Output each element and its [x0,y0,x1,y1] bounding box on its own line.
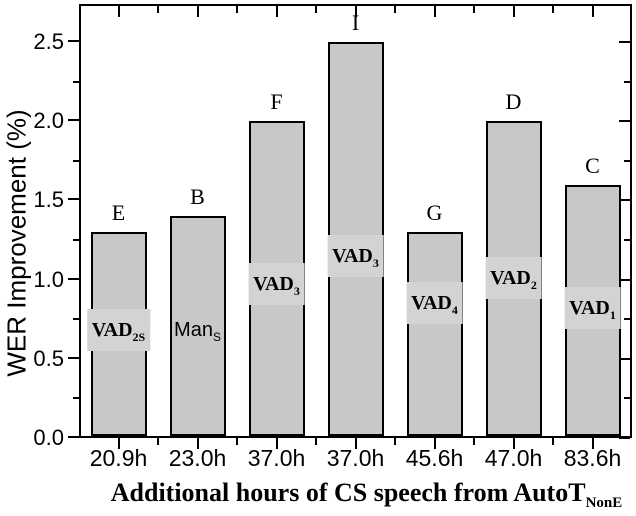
x-axis-top-minor-tick [394,6,396,13]
y-axis-major-tick [68,356,79,359]
y-axis-right-major-tick [619,278,630,281]
x-axis-tick-label: 37.0h [247,445,306,471]
x-axis-top-major-tick [117,6,120,17]
y-axis-minor-tick [73,239,79,241]
y-axis-tick-label: 2.0 [33,108,64,134]
bar-point-label: C [585,152,600,178]
bar-inner-label: VAD3 [327,234,384,277]
y-axis-tick-label: 1.0 [33,266,64,292]
bar-45.6h: VAD4 [406,232,463,436]
bar-37.0h: VAD3 [327,42,384,436]
x-axis-minor-tick [236,438,238,445]
y-axis-tick-label: 1.5 [33,187,64,213]
y-axis-tick-label: 0.5 [33,345,64,371]
x-axis-minor-tick [473,438,475,445]
bar-inner-label-subscript: 2 [530,278,537,293]
y-axis-right-minor-tick [624,318,630,321]
y-axis-right-minor-tick [624,80,630,83]
bar-37.0h: VAD3 [248,121,305,436]
bar-point-label: I [351,10,360,36]
bar-inner-label-subscript: 2S [132,330,146,345]
x-axis-minor-tick [552,438,554,445]
x-axis-top-major-tick [591,6,594,17]
plot-area: VAD2S E ManS B VAD3 F VAD3 I VAD4 G VAD2 D VAD1 C [79,4,632,439]
bar-point-label: D [505,89,522,115]
x-axis-top-major-tick [275,6,278,17]
bar-inner-label-subscript: S [212,330,221,345]
bar-inner-label-subscript: 1 [609,308,616,323]
bar-inner-label-subscript: 4 [451,303,458,318]
x-axis-tick-label: 20.9h [89,445,148,471]
x-axis-tick-label: 45.6h [405,445,464,471]
y-axis-minor-tick [73,159,79,162]
x-axis-top-major-tick [433,6,436,17]
x-axis-top-major-tick [354,6,357,17]
y-axis-right-major-tick [619,199,630,202]
x-axis-major-tick [433,438,436,449]
bar-inner-label-subscript: 3 [372,255,379,270]
y-axis-tick-label: 0.0 [33,425,64,450]
bar-point-label: B [190,184,205,210]
x-axis-minor-tick [157,438,159,445]
y-axis-right-major-tick [619,357,630,360]
x-axis-major-tick [591,438,594,449]
y-axis-right-minor-tick [624,239,630,241]
x-axis-top-major-tick [512,6,515,17]
y-axis-major-tick [68,40,79,42]
bar-inner-label: VAD4 [406,282,463,325]
x-axis-tick-label: 23.0h [168,445,227,471]
x-axis-top-minor-tick [236,6,238,13]
bar-inner-label: VAD1 [564,287,621,330]
x-axis-top-minor-tick [473,6,475,13]
bar-47.0h: VAD2 [485,121,542,436]
x-axis-tick-label: 37.0h [326,445,385,471]
x-axis-title-text: Additional hours of CS speech from AutoT [110,478,586,507]
x-axis-minor-tick [315,438,317,445]
y-axis-tick-label: 2.5 [33,29,64,54]
bar-inner-label: VAD2S [86,309,151,352]
y-axis-right-minor-tick [624,397,630,400]
x-axis-major-tick [512,438,515,449]
bar-23.0h: ManS [169,216,226,436]
x-axis-top-minor-tick [315,6,317,13]
bar-inner-label-subscript: 3 [293,284,300,299]
x-axis-top-minor-tick [157,6,159,13]
y-axis-right-major-tick [619,120,630,123]
x-axis-title: Additional hours of CS speech from AutoT… [79,478,632,512]
y-axis-right-major-tick [619,437,630,439]
x-axis-major-tick [196,438,199,449]
bar-83.6h: VAD1 [564,184,621,436]
y-axis-right-minor-tick [624,159,630,162]
y-axis-major-tick [68,198,79,201]
y-axis-title: WER Improvement (%) [1,109,32,377]
y-axis-minor-tick [73,80,79,83]
bar-point-label: F [270,89,283,115]
x-axis-major-tick [117,438,120,449]
y-axis-major-tick [68,119,79,122]
bar-inner-label: ManS [174,319,221,345]
x-axis-major-tick [275,438,278,449]
bar-inner-label: VAD2 [485,257,542,300]
x-axis-tick-label: 83.6h [563,445,622,471]
bar-point-label: E [111,200,126,226]
y-axis-right-major-tick [619,41,630,43]
x-axis-major-tick [354,438,357,449]
y-axis-major-tick [68,436,79,438]
x-axis-top-major-tick [196,6,199,17]
x-axis-minor-tick [394,438,396,445]
bar-20.9h: VAD2S [86,232,151,436]
bar-inner-label: VAD3 [248,263,305,306]
y-axis-major-tick [68,277,79,280]
x-axis-tick-label: 47.0h [484,445,543,471]
y-axis-minor-tick [73,318,79,321]
x-axis-title-subscript: NonE [585,495,623,511]
bar-point-label: G [426,200,443,226]
y-axis-minor-tick [73,397,79,400]
x-axis-top-minor-tick [552,6,554,13]
